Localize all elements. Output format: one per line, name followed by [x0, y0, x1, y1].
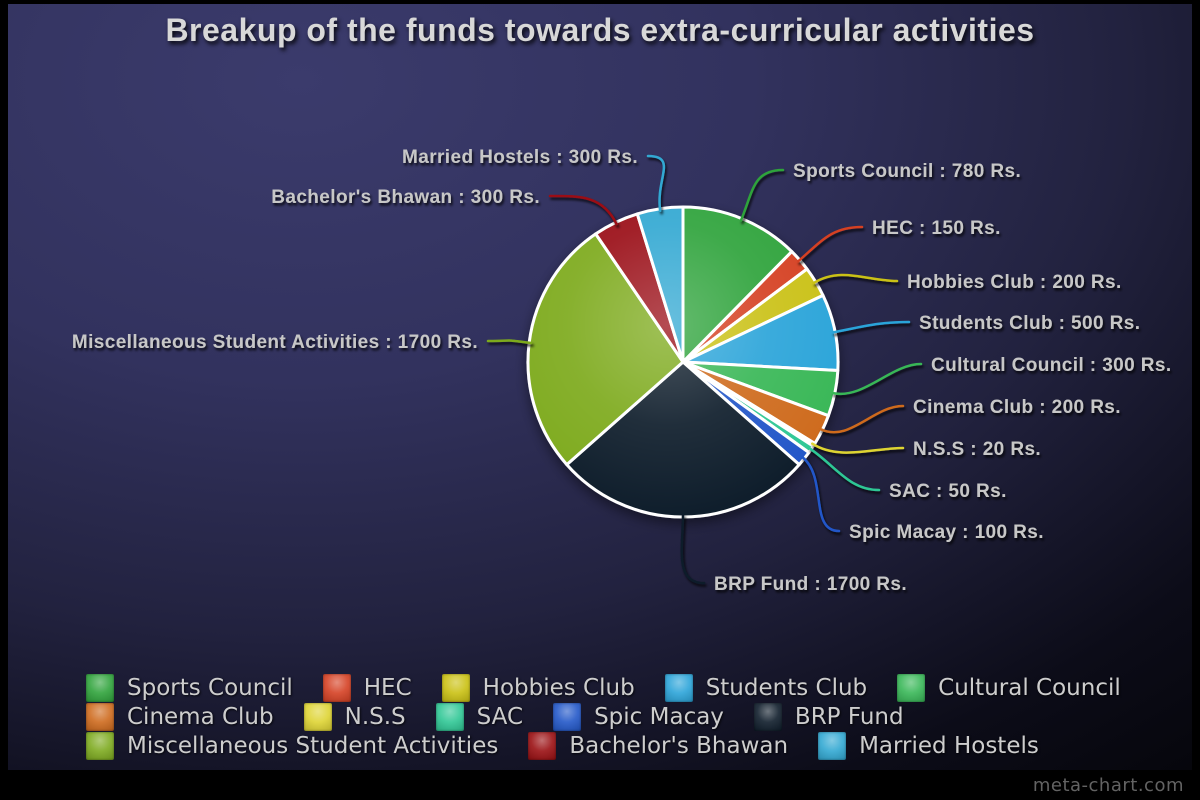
- legend-row: Cinema Club N.S.S SAC Spic Macay BRP Fund: [86, 703, 1151, 731]
- bottom-bar: meta-chart.com: [0, 770, 1200, 800]
- slice-callout-bachelor-s-bhawan: Bachelor's Bhawan : 300 Rs.: [271, 187, 540, 208]
- legend-row: Sports Council HEC Hobbies Club Students Cl…: [86, 674, 1151, 702]
- legend-item-hec: HEC: [322, 674, 412, 702]
- slice-callout-hec: HEC : 150 Rs.: [872, 218, 1001, 239]
- watermark: meta-chart.com: [1032, 775, 1184, 796]
- leader-line-cinema-club: [819, 404, 905, 434]
- legend-item-cinema-club: Cinema Club: [86, 703, 274, 731]
- pie-slices: [526, 205, 840, 519]
- leader-line-hec: [796, 225, 864, 263]
- legend-item-sac: SAC: [435, 703, 524, 731]
- legend-item-bachelor-s-bhawan: Bachelor's Bhawan: [528, 732, 788, 760]
- legend-label: Cinema Club: [127, 704, 274, 730]
- legend-label: HEC: [363, 675, 412, 701]
- legend-item-spic-macay: Spic Macay: [553, 703, 724, 731]
- legend-item-brp-fund: BRP Fund: [753, 703, 904, 731]
- legend-label: Bachelor's Bhawan: [569, 733, 789, 759]
- legend-swatch-cinema-club: [86, 703, 114, 731]
- slice-callout-brp-fund: BRP Fund : 1700 Rs.: [714, 574, 907, 595]
- legend-swatch-spic-macay: [553, 703, 582, 731]
- legend-swatch-bachelor-s-bhawan: [528, 732, 557, 760]
- legend-label: Married Hostels: [859, 733, 1039, 759]
- slice-callout-hobbies-club: Hobbies Club : 200 Rs.: [907, 272, 1122, 293]
- leader-line-cultural-council: [831, 362, 923, 396]
- legend-swatch-sports-council: [86, 674, 114, 702]
- legend-item-cultural-council: Cultural Council: [897, 674, 1121, 702]
- legend-swatch-students-club: [664, 674, 693, 702]
- leader-line-brp-fund: [680, 513, 706, 585]
- slice-callout-students-club: Students Club : 500 Rs.: [919, 313, 1140, 334]
- leader-line-hobbies-club: [812, 273, 899, 285]
- slice-callout-sports-council: Sports Council : 780 Rs.: [793, 161, 1021, 182]
- legend-label: SAC: [476, 704, 524, 730]
- slice-callout-spic-macay: Spic Macay : 100 Rs.: [849, 522, 1044, 543]
- legend-swatch-hec: [322, 674, 351, 702]
- leader-line-sports-council: [739, 168, 785, 222]
- legend-swatch-married-hostels: [818, 732, 847, 760]
- slice-callout-n-s-s: N.S.S : 20 Rs.: [913, 439, 1041, 460]
- slice-callout-sac: SAC : 50 Rs.: [889, 481, 1007, 502]
- legend-item-miscellaneous-student-activities: Miscellaneous Student Activities: [86, 732, 498, 760]
- leader-line-n-s-s: [811, 442, 905, 454]
- legend-swatch-brp-fund: [753, 703, 782, 731]
- slice-callout-cultural-council: Cultural Council : 300 Rs.: [931, 355, 1172, 376]
- slice-callout-married-hostels: Married Hostels : 300 Rs.: [402, 147, 638, 168]
- legend-item-sports-council: Sports Council: [86, 674, 293, 702]
- leader-line-married-hostels: [646, 154, 666, 212]
- slice-leader-lines: [486, 154, 923, 585]
- leader-line-students-club: [831, 320, 911, 334]
- legend-row: Miscellaneous Student Activities Bachelor…: [86, 732, 1151, 760]
- legend-label: Cultural Council: [938, 675, 1121, 701]
- leader-line-sac: [808, 446, 881, 492]
- legend-item-students-club: Students Club: [664, 674, 868, 702]
- leader-line-spic-macay: [801, 456, 841, 533]
- legend-item-n-s-s: N.S.S: [303, 703, 406, 731]
- slice-callout-miscellaneous-student-activities: Miscellaneous Student Activities : 1700 …: [72, 332, 478, 353]
- legend-swatch-n-s-s: [303, 703, 332, 731]
- leader-line-bachelor-s-bhawan: [548, 194, 618, 226]
- chart-title: Breakup of the funds towards extra-curri…: [165, 12, 1035, 48]
- leader-line-miscellaneous-student-activities: [486, 339, 533, 345]
- legend: Sports Council HEC Hobbies Club Students Cl…: [86, 674, 1151, 760]
- legend-label: BRP Fund: [794, 704, 904, 730]
- slice-callout-cinema-club: Cinema Club : 200 Rs.: [913, 397, 1121, 418]
- legend-label: N.S.S: [344, 704, 406, 730]
- legend-swatch-hobbies-club: [441, 674, 470, 702]
- legend-label: Students Club: [705, 675, 868, 701]
- legend-swatch-miscellaneous-student-activities: [86, 732, 114, 760]
- slice-callouts: Sports Council : 780 Rs. HEC : 150 Rs. Hob…: [72, 147, 1172, 595]
- legend-item-married-hostels: Married Hostels: [818, 732, 1039, 760]
- legend-label: Spic Macay: [594, 704, 724, 730]
- legend-label: Hobbies Club: [482, 675, 635, 701]
- legend-swatch-cultural-council: [897, 674, 926, 702]
- legend-item-hobbies-club: Hobbies Club: [441, 674, 635, 702]
- legend-label: Miscellaneous Student Activities: [127, 733, 499, 759]
- legend-swatch-sac: [435, 703, 464, 731]
- legend-label: Sports Council: [127, 675, 293, 701]
